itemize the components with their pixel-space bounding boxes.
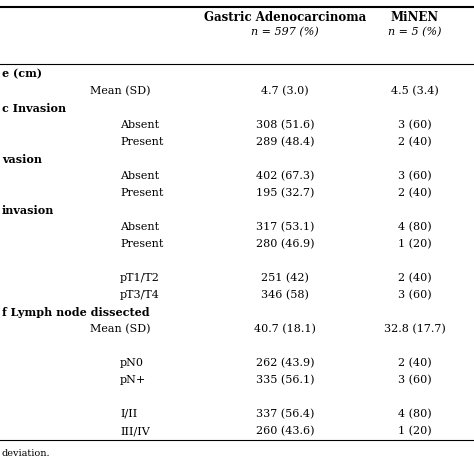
Text: n = 597 (%): n = 597 (%): [251, 27, 319, 37]
Text: 402 (67.3): 402 (67.3): [256, 171, 314, 181]
Text: 2 (40): 2 (40): [398, 137, 432, 147]
Text: 337 (56.4): 337 (56.4): [256, 409, 314, 419]
Text: Absent: Absent: [120, 120, 159, 130]
Text: 289 (48.4): 289 (48.4): [256, 137, 314, 147]
Text: pN0: pN0: [120, 358, 144, 368]
Text: 2 (40): 2 (40): [398, 273, 432, 283]
Text: Absent: Absent: [120, 171, 159, 181]
Text: 32.8 (17.7): 32.8 (17.7): [384, 324, 446, 334]
Text: e (cm): e (cm): [2, 69, 42, 80]
Text: 4.5 (3.4): 4.5 (3.4): [391, 86, 439, 96]
Text: pN+: pN+: [120, 375, 146, 385]
Text: invasion: invasion: [2, 204, 55, 216]
Text: 1 (20): 1 (20): [398, 239, 432, 249]
Text: 2 (40): 2 (40): [398, 358, 432, 368]
Text: 195 (32.7): 195 (32.7): [256, 188, 314, 198]
Text: III/IV: III/IV: [120, 426, 150, 436]
Text: I/II: I/II: [120, 409, 137, 419]
Text: Present: Present: [120, 239, 164, 249]
Text: Gastric Adenocarcinoma: Gastric Adenocarcinoma: [204, 10, 366, 24]
Text: 335 (56.1): 335 (56.1): [256, 375, 314, 385]
Text: 4 (80): 4 (80): [398, 409, 432, 419]
Text: 4 (80): 4 (80): [398, 222, 432, 232]
Text: 1 (20): 1 (20): [398, 426, 432, 436]
Text: Present: Present: [120, 137, 164, 147]
Text: deviation.: deviation.: [2, 449, 51, 458]
Text: 346 (58): 346 (58): [261, 290, 309, 300]
Text: 3 (60): 3 (60): [398, 120, 432, 130]
Text: 3 (60): 3 (60): [398, 290, 432, 300]
Text: pT1/T2: pT1/T2: [120, 273, 160, 283]
Text: 3 (60): 3 (60): [398, 375, 432, 385]
Text: f Lymph node dissected: f Lymph node dissected: [2, 307, 150, 318]
Text: 40.7 (18.1): 40.7 (18.1): [254, 324, 316, 334]
Text: 317 (53.1): 317 (53.1): [256, 222, 314, 232]
Text: Present: Present: [120, 188, 164, 198]
Text: MiNEN: MiNEN: [391, 10, 439, 24]
Text: Absent: Absent: [120, 222, 159, 232]
Text: pT3/T4: pT3/T4: [120, 290, 160, 300]
Text: 260 (43.6): 260 (43.6): [256, 426, 314, 436]
Text: c Invasion: c Invasion: [2, 102, 66, 113]
Text: 280 (46.9): 280 (46.9): [256, 239, 314, 249]
Text: 251 (42): 251 (42): [261, 273, 309, 283]
Text: Mean (SD): Mean (SD): [90, 324, 151, 334]
Text: n = 5 (%): n = 5 (%): [388, 27, 442, 37]
Text: 308 (51.6): 308 (51.6): [256, 120, 314, 130]
Text: 2 (40): 2 (40): [398, 188, 432, 198]
Text: 4.7 (3.0): 4.7 (3.0): [261, 86, 309, 96]
Text: Mean (SD): Mean (SD): [90, 86, 151, 96]
Text: 3 (60): 3 (60): [398, 171, 432, 181]
Text: vasion: vasion: [2, 154, 42, 164]
Text: 262 (43.9): 262 (43.9): [256, 358, 314, 368]
